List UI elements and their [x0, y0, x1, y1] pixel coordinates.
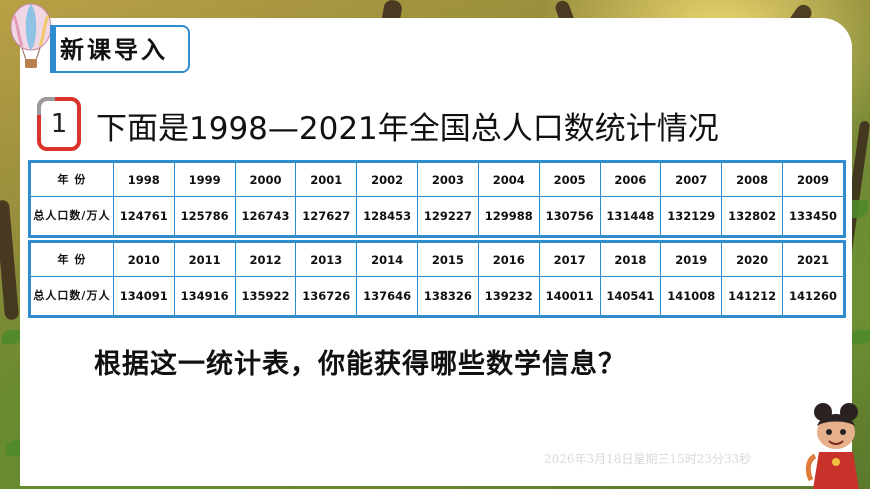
- problem-number-badge: 1: [37, 97, 81, 151]
- population-cell: 136726: [295, 276, 358, 316]
- year-cell: 2009: [781, 162, 845, 197]
- population-row-label: 总人口数/万人: [30, 196, 114, 236]
- year-cell: 2004: [477, 162, 540, 197]
- section-title-tab: [50, 25, 190, 73]
- population-row: 总人口数/万人 124761 125786 126743 127627 1284…: [30, 196, 845, 236]
- year-cell: 2014: [356, 242, 419, 277]
- cartoon-character-icon: [805, 403, 859, 489]
- population-cell: 130756: [538, 196, 601, 236]
- population-cell: 125786: [173, 196, 236, 236]
- year-cell: 2006: [599, 162, 662, 197]
- population-cell: 135922: [234, 276, 297, 316]
- population-cell: 127627: [295, 196, 358, 236]
- timestamp-watermark: 2026年3月18日星期三15时23分33秒: [544, 452, 752, 466]
- population-cell: 133450: [781, 196, 845, 236]
- year-row-label: 年 份: [30, 242, 114, 277]
- population-cell: 129988: [477, 196, 540, 236]
- year-cell: 1998: [112, 162, 175, 197]
- population-cell: 137646: [356, 276, 419, 316]
- population-cell: 141260: [781, 276, 845, 316]
- year-cell: 2018: [599, 242, 662, 277]
- year-cell: 2016: [477, 242, 540, 277]
- population-table-1998-2009: 年 份 1998 1999 2000 2001 2002 2003 2004 2…: [28, 160, 846, 238]
- population-cell: 131448: [599, 196, 662, 236]
- year-cell: 2010: [112, 242, 175, 277]
- year-cell: 2001: [295, 162, 358, 197]
- year-cell: 2000: [234, 162, 297, 197]
- population-cell: 132802: [721, 196, 783, 236]
- year-row: 年 份 2010 2011 2012 2013 2014 2015 2016 2…: [30, 242, 845, 277]
- population-cell: 126743: [234, 196, 297, 236]
- population-cell: 141008: [660, 276, 723, 316]
- title-accent-bar: [50, 25, 56, 73]
- population-cell: 140541: [599, 276, 662, 316]
- population-row-label: 总人口数/万人: [30, 276, 114, 316]
- population-cell: 132129: [660, 196, 723, 236]
- hot-air-balloon-icon: [10, 3, 52, 68]
- population-cell: 140011: [538, 276, 601, 316]
- year-cell: 2007: [660, 162, 723, 197]
- population-cell: 138326: [417, 276, 479, 316]
- year-cell: 2002: [356, 162, 419, 197]
- year-row-label: 年 份: [30, 162, 114, 197]
- population-cell: 124761: [112, 196, 175, 236]
- year-cell: 2003: [417, 162, 479, 197]
- year-cell: 2015: [417, 242, 479, 277]
- year-cell: 2020: [721, 242, 783, 277]
- year-cell: 2017: [538, 242, 601, 277]
- population-cell: 128453: [356, 196, 419, 236]
- year-cell: 1999: [173, 162, 236, 197]
- year-cell: 2012: [234, 242, 297, 277]
- year-cell: 2008: [721, 162, 783, 197]
- section-title: 新课导入: [60, 36, 168, 64]
- year-row: 年 份 1998 1999 2000 2001 2002 2003 2004 2…: [30, 162, 845, 197]
- population-row: 总人口数/万人 134091 134916 135922 136726 1376…: [30, 276, 845, 316]
- year-cell: 2011: [173, 242, 236, 277]
- population-cell: 134091: [112, 276, 175, 316]
- discussion-question: 根据这一统计表，你能获得哪些数学信息？: [94, 349, 626, 380]
- year-cell: 2013: [295, 242, 358, 277]
- population-cell: 129227: [417, 196, 479, 236]
- year-cell: 2005: [538, 162, 601, 197]
- population-table-2010-2021: 年 份 2010 2011 2012 2013 2014 2015 2016 2…: [28, 240, 846, 318]
- problem-heading: 下面是1998—2021年全国总人口数统计情况: [96, 111, 719, 147]
- year-cell: 2021: [781, 242, 845, 277]
- population-cell: 134916: [173, 276, 236, 316]
- population-cell: 139232: [477, 276, 540, 316]
- population-cell: 141212: [721, 276, 783, 316]
- year-cell: 2019: [660, 242, 723, 277]
- problem-number: 1: [50, 109, 68, 139]
